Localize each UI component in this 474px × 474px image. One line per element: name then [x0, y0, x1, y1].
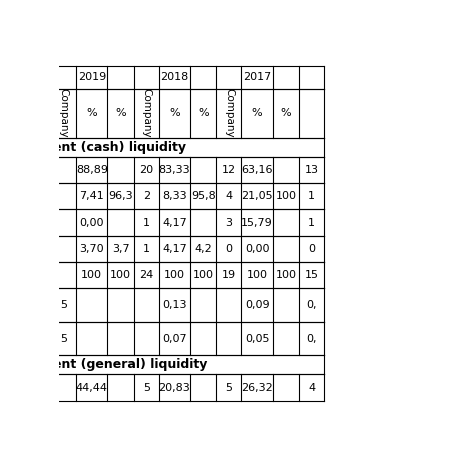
Text: 0,09: 0,09: [245, 300, 269, 310]
Text: 3,7: 3,7: [112, 244, 129, 254]
Text: 7,41: 7,41: [79, 191, 104, 201]
Text: 20,83: 20,83: [158, 383, 190, 392]
Text: 100: 100: [193, 270, 214, 280]
Text: 96,3: 96,3: [108, 191, 133, 201]
Text: 20: 20: [139, 165, 154, 175]
Text: 2017: 2017: [243, 73, 271, 82]
Text: 0,13: 0,13: [162, 300, 187, 310]
Text: 0,00: 0,00: [80, 218, 104, 228]
Text: 4: 4: [226, 191, 233, 201]
Text: 15: 15: [305, 270, 319, 280]
Text: 3: 3: [226, 218, 232, 228]
Text: 2018: 2018: [160, 73, 189, 82]
Text: 3,70: 3,70: [80, 244, 104, 254]
Text: 1: 1: [308, 218, 315, 228]
Text: 4,2: 4,2: [194, 244, 212, 254]
Text: 2019: 2019: [78, 73, 106, 82]
Text: Company: Company: [224, 89, 234, 138]
Text: 5: 5: [60, 300, 67, 310]
Text: 44,44: 44,44: [76, 383, 108, 392]
Text: %: %: [169, 108, 180, 118]
Text: 4,17: 4,17: [162, 218, 187, 228]
Text: %: %: [281, 108, 291, 118]
Text: 1: 1: [308, 191, 315, 201]
Text: 0,07: 0,07: [162, 334, 187, 344]
Text: 4,17: 4,17: [162, 244, 187, 254]
Text: 83,33: 83,33: [159, 165, 190, 175]
Text: 88,89: 88,89: [76, 165, 108, 175]
Text: %: %: [252, 108, 263, 118]
Text: 5: 5: [226, 383, 232, 392]
Text: 0,: 0,: [306, 334, 317, 344]
Text: 5: 5: [143, 383, 150, 392]
Text: 21,05: 21,05: [241, 191, 273, 201]
Text: 19: 19: [222, 270, 236, 280]
Text: 8,33: 8,33: [162, 191, 187, 201]
Text: 5: 5: [60, 334, 67, 344]
Text: 26,32: 26,32: [241, 383, 273, 392]
Text: 0,: 0,: [306, 300, 317, 310]
Text: Company: Company: [141, 89, 151, 138]
Text: 0,00: 0,00: [245, 244, 269, 254]
Text: 1: 1: [143, 218, 150, 228]
Text: 24: 24: [139, 270, 154, 280]
Text: 0,05: 0,05: [245, 334, 269, 344]
Text: 100: 100: [164, 270, 185, 280]
Text: 0: 0: [308, 244, 315, 254]
Text: 100: 100: [275, 191, 296, 201]
Text: ent (general) liquidity: ent (general) liquidity: [53, 358, 207, 372]
Text: Company: Company: [59, 89, 69, 138]
Text: 100: 100: [81, 270, 102, 280]
Text: 15,79: 15,79: [241, 218, 273, 228]
Text: %: %: [115, 108, 126, 118]
Text: %: %: [86, 108, 97, 118]
Text: 13: 13: [305, 165, 319, 175]
Text: 100: 100: [246, 270, 267, 280]
Text: %: %: [198, 108, 209, 118]
Text: 0: 0: [226, 244, 232, 254]
Text: 63,16: 63,16: [241, 165, 273, 175]
Text: 95,8: 95,8: [191, 191, 216, 201]
Text: 100: 100: [110, 270, 131, 280]
Text: ent (cash) liquidity: ent (cash) liquidity: [53, 141, 186, 154]
Text: 100: 100: [275, 270, 296, 280]
Text: 1: 1: [143, 244, 150, 254]
Text: 12: 12: [222, 165, 236, 175]
Text: 2: 2: [143, 191, 150, 201]
Text: 4: 4: [308, 383, 315, 392]
